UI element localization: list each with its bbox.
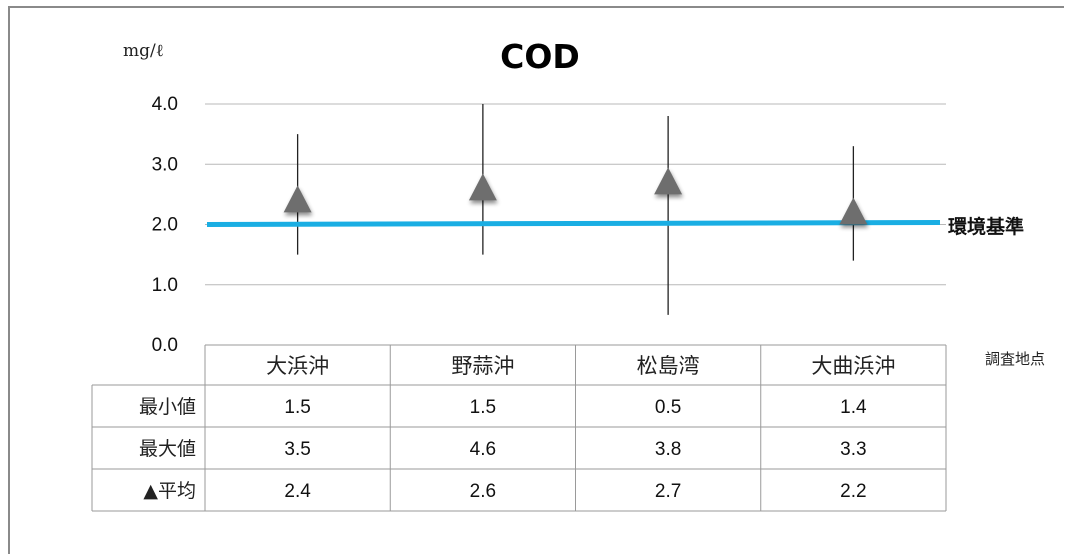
reference-line-stroke bbox=[206, 220, 941, 227]
mean-marker bbox=[283, 185, 312, 213]
chart-title: COD bbox=[500, 37, 580, 76]
table-cell: 3.8 bbox=[655, 439, 681, 460]
y-tick-label: 3.0 bbox=[152, 154, 178, 175]
mean-markers bbox=[283, 167, 868, 225]
y-tick-label: 2.0 bbox=[152, 215, 178, 236]
y-tick-label: 4.0 bbox=[152, 94, 178, 115]
table-cell: 0.5 bbox=[655, 397, 681, 418]
table-cell: 3.3 bbox=[840, 439, 866, 460]
category-label: 松島湾 bbox=[637, 354, 700, 378]
row-label: 最大値 bbox=[139, 438, 196, 460]
y-tick-label: 1.0 bbox=[152, 275, 178, 296]
table-cell: 2.7 bbox=[655, 481, 681, 502]
y-tick-labels: 0.0 1.0 2.0 3.0 4.0 bbox=[152, 94, 178, 356]
data-table-grid bbox=[91, 344, 947, 512]
row-label: 最小値 bbox=[139, 396, 196, 418]
category-label: 大曲浜沖 bbox=[811, 354, 895, 378]
table-cell: 1.5 bbox=[470, 397, 496, 418]
table-cell: 1.5 bbox=[284, 397, 310, 418]
chart-frame bbox=[8, 6, 1064, 554]
table-cell: 3.5 bbox=[284, 439, 310, 460]
category-labels: 大浜沖 野蒜沖 松島湾 大曲浜沖 bbox=[266, 354, 895, 378]
category-label: 大浜沖 bbox=[266, 354, 329, 378]
category-label: 野蒜沖 bbox=[451, 354, 514, 378]
x-axis-label: 調査地点 bbox=[985, 350, 1045, 368]
table-cell: 2.4 bbox=[284, 481, 311, 502]
table-cells: 1.5 1.5 0.5 1.4 3.5 4.6 3.8 3.3 2.4 2.6 2.7 2.2 bbox=[284, 397, 867, 502]
error-bars bbox=[296, 104, 855, 315]
y-tick-label: 0.0 bbox=[152, 335, 178, 356]
table-cell: 2.6 bbox=[470, 481, 496, 502]
mean-marker bbox=[654, 167, 683, 195]
row-label: ▲平均 bbox=[143, 480, 196, 502]
table-cell: 2.2 bbox=[840, 481, 866, 502]
mean-marker bbox=[468, 173, 497, 201]
table-cell: 4.6 bbox=[470, 439, 496, 460]
reference-line-label: 環境基準 bbox=[948, 215, 1024, 238]
y-unit-label: mg/ℓ bbox=[123, 41, 164, 61]
mean-marker bbox=[839, 197, 868, 225]
table-cell: 1.4 bbox=[840, 397, 867, 418]
reference-line bbox=[206, 220, 941, 227]
